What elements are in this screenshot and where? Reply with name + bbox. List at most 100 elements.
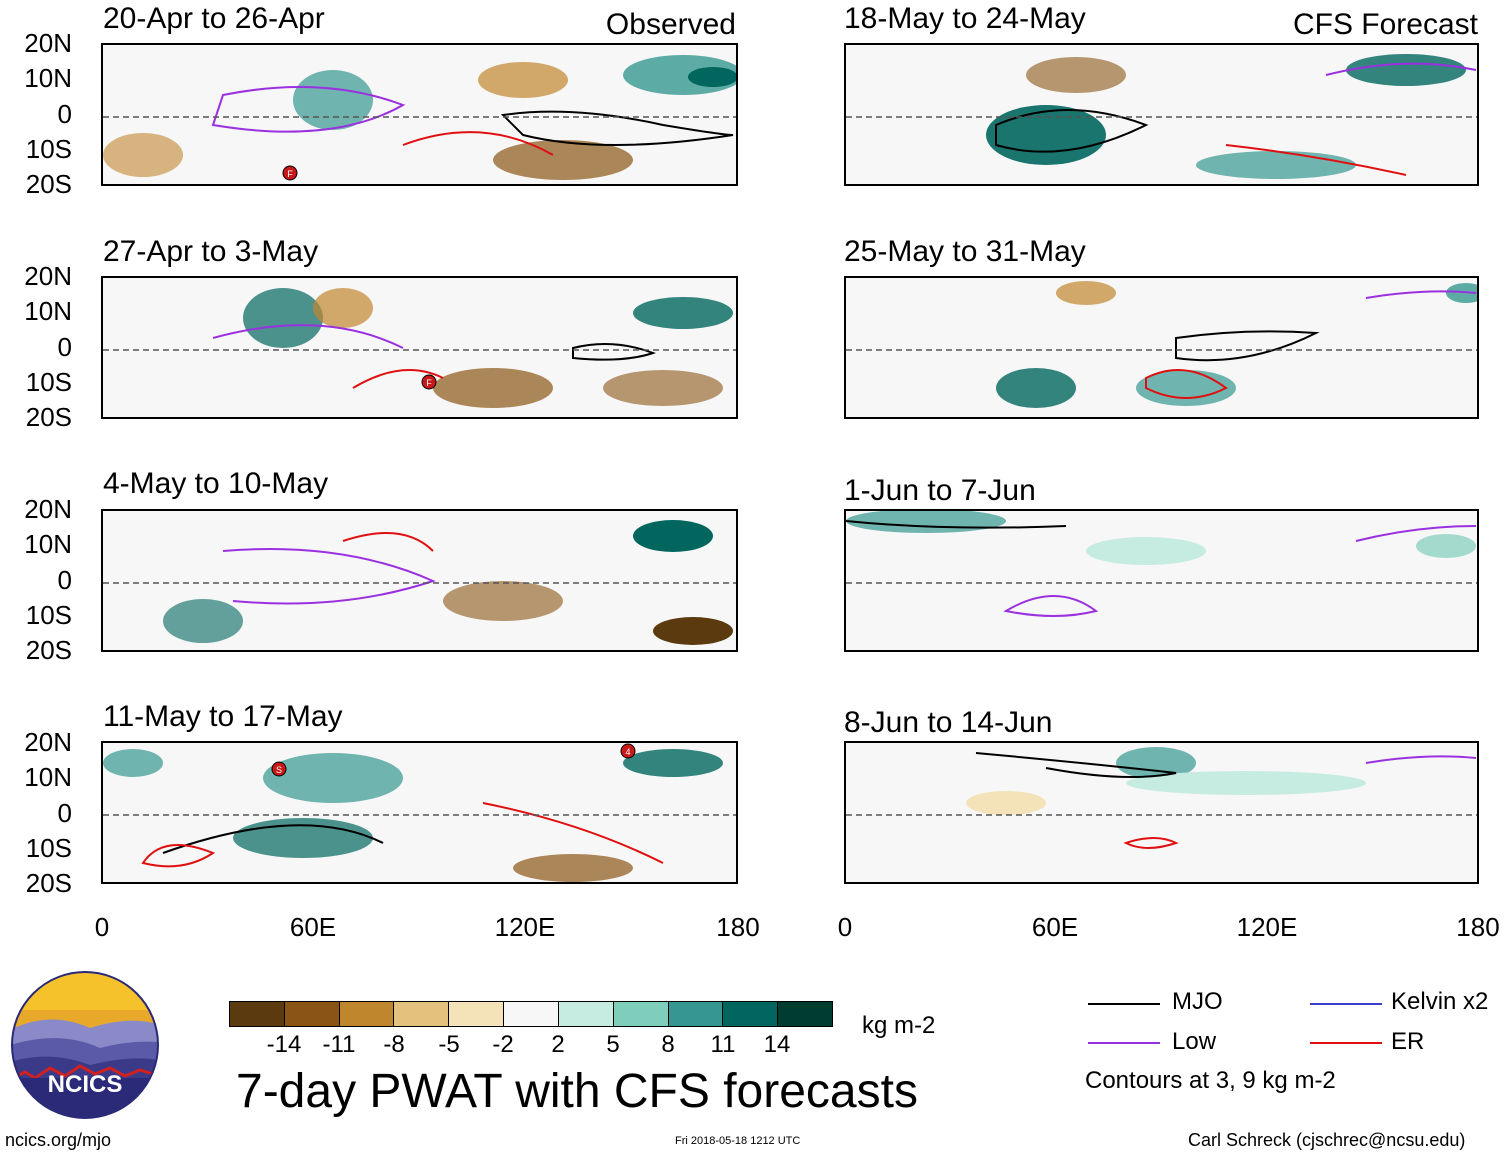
map-panel: F	[101, 43, 738, 186]
panel-title: 18-May to 24-May	[844, 2, 1086, 35]
footer-timestamp: Fri 2018-05-18 1212 UTC	[675, 1135, 801, 1147]
y-tick: 20S	[25, 169, 72, 199]
legend-note: Contours at 3, 9 kg m-2	[1085, 1067, 1336, 1094]
map-field: F	[103, 55, 736, 181]
y-tick: 20S	[25, 868, 72, 898]
colorbar-label: -14	[266, 1031, 302, 1058]
map-panel: S 4	[101, 741, 738, 884]
y-tick: 20S	[25, 635, 72, 665]
svg-text:S: S	[276, 765, 282, 775]
y-tick: 0	[57, 99, 72, 129]
x-tick: 0	[837, 912, 853, 942]
map-field	[846, 54, 1477, 179]
panel-title: 1-Jun to 7-Jun	[844, 474, 1036, 507]
map-panel	[844, 741, 1479, 884]
y-tick: 0	[57, 332, 72, 362]
colorbar-swatch	[394, 1002, 450, 1026]
y-tick: 10N	[24, 529, 72, 559]
legend-line-mjo	[1088, 1003, 1160, 1005]
legend-label: ER	[1391, 1028, 1425, 1055]
map-field	[846, 281, 1477, 408]
y-tick: 0	[57, 565, 72, 595]
colorbar-label: -11	[322, 1031, 356, 1058]
map-panel	[844, 43, 1479, 186]
colorbar-swatch	[284, 1002, 340, 1026]
panel-title: 25-May to 31-May	[844, 235, 1086, 268]
y-tick: 10N	[24, 63, 72, 93]
map-panel: F	[101, 276, 738, 419]
y-tick: 10N	[24, 296, 72, 326]
x-tick: 0	[94, 912, 110, 942]
colorbar-label: 5	[606, 1031, 620, 1058]
colorbar-units: kg m-2	[862, 1012, 936, 1039]
storm-marker-icon	[271, 761, 287, 777]
x-tick: 180	[1456, 912, 1500, 942]
logo-icon: NCICS	[11, 971, 159, 1119]
y-tick: 10S	[25, 600, 72, 630]
svg-text:F: F	[426, 378, 432, 388]
logo-text: NCICS	[48, 1071, 123, 1098]
panel-title: 8-Jun to 14-Jun	[844, 706, 1053, 739]
colorbar-swatch	[558, 1002, 614, 1026]
x-tick: 120E	[1236, 912, 1298, 942]
x-tick: 60E	[289, 912, 337, 942]
colorbar-swatch	[778, 1002, 832, 1026]
x-tick: 60E	[1031, 912, 1079, 942]
panel-tag: Observed	[605, 8, 736, 41]
map-field: F	[103, 288, 736, 408]
legend-label: Kelvin x2	[1391, 988, 1489, 1015]
map-field	[846, 747, 1477, 849]
colorbar-label: 8	[661, 1031, 675, 1058]
legend-line-kelvin	[1310, 1003, 1382, 1005]
panel-title: 27-Apr to 3-May	[103, 235, 319, 268]
svg-text:F: F	[287, 169, 293, 179]
y-tick: 20S	[25, 402, 72, 432]
map-panel	[844, 276, 1479, 419]
panel-title: 20-Apr to 26-Apr	[103, 2, 325, 35]
svg-text:4: 4	[625, 747, 630, 757]
y-tick: 20N	[24, 28, 72, 58]
y-tick: 0	[57, 798, 72, 828]
x-tick: 120E	[494, 912, 556, 942]
colorbar-swatch	[504, 1002, 559, 1026]
colorbar-label: -2	[492, 1031, 514, 1058]
colorbar	[229, 1001, 833, 1027]
y-tick: 20N	[24, 494, 72, 524]
y-tick: 10S	[25, 367, 72, 397]
ncics-logo: NCICS	[10, 970, 160, 1120]
colorbar-label: 11	[710, 1031, 736, 1058]
legend-label: Low	[1172, 1028, 1217, 1055]
legend-label: MJO	[1172, 988, 1223, 1015]
map-field	[846, 511, 1477, 617]
colorbar-swatch	[339, 1002, 395, 1026]
colorbar-swatch	[230, 1002, 285, 1026]
colorbar-label: -8	[383, 1031, 405, 1058]
colorbar-swatch	[668, 1002, 724, 1026]
map-panel	[101, 509, 738, 652]
y-tick: 10N	[24, 762, 72, 792]
storm-marker-icon	[282, 165, 298, 181]
panel-title: 11-May to 17-May	[103, 700, 343, 733]
map-field: S 4	[103, 743, 736, 882]
colorbar-swatch	[723, 1002, 779, 1026]
panel-title: 4-May to 10-May	[103, 467, 329, 500]
y-tick: 10S	[25, 833, 72, 863]
legend-line-er	[1310, 1042, 1382, 1044]
y-tick: 10S	[25, 134, 72, 164]
colorbar-label: -5	[438, 1031, 460, 1058]
colorbar-label: 2	[551, 1031, 565, 1058]
main-title: 7-day PWAT with CFS forecasts	[236, 1065, 918, 1118]
x-tick: 180	[716, 912, 760, 942]
footer-url[interactable]: ncics.org/mjo	[5, 1130, 112, 1150]
map-field	[103, 520, 736, 645]
storm-marker-icon	[421, 374, 437, 390]
map-panel	[844, 509, 1479, 652]
y-tick: 20N	[24, 727, 72, 757]
footer-author: Carl Schreck (cjschrec@ncsu.edu)	[1188, 1130, 1466, 1150]
colorbar-swatch	[449, 1002, 505, 1026]
colorbar-swatch	[613, 1002, 669, 1026]
colorbar-label: 14	[763, 1031, 791, 1058]
legend-line-low	[1088, 1042, 1160, 1044]
y-tick: 20N	[24, 261, 72, 291]
panel-tag: CFS Forecast	[1292, 8, 1478, 41]
